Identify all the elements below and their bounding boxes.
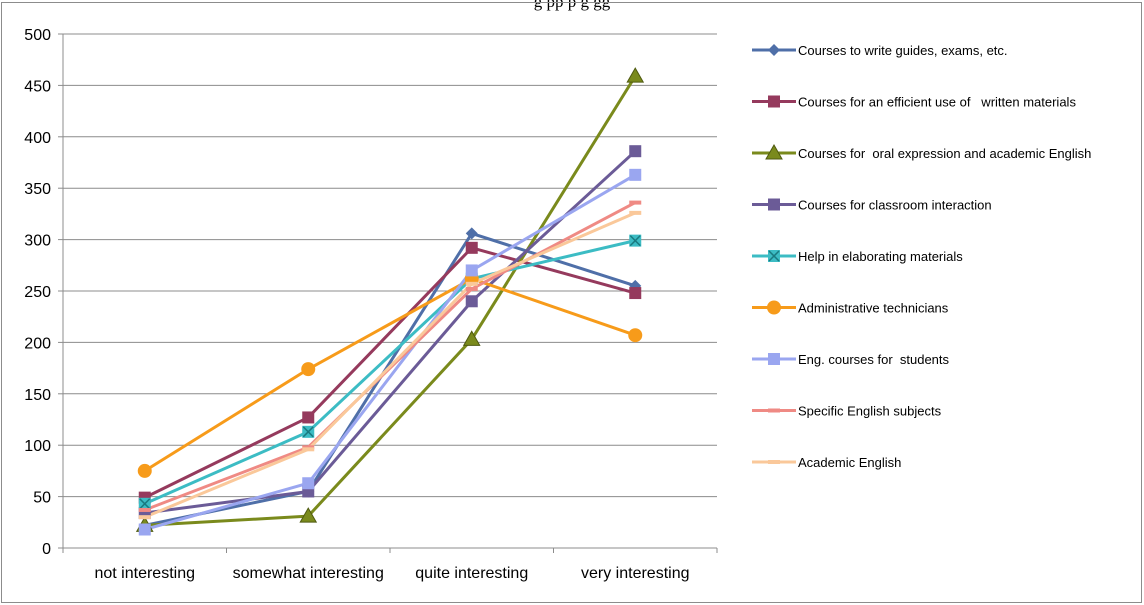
legend-label: Courses for an efficient use of written … <box>798 95 1076 110</box>
data-point-s9-2 <box>302 447 315 452</box>
y-tick-label: 100 <box>24 438 51 455</box>
legend-swatch-marker <box>768 408 780 413</box>
data-point-s5-1 <box>138 497 151 510</box>
data-point-s3-2 <box>299 507 318 523</box>
legend-item-2: Courses for an efficient use of written … <box>752 95 1076 110</box>
legend-label: Courses for oral expression and academic… <box>798 146 1091 161</box>
data-point-s1-3 <box>465 227 478 240</box>
data-point-s2-4 <box>629 287 642 300</box>
series-line-5 <box>144 239 636 506</box>
x-tick-label: very interesting <box>581 565 690 582</box>
legend-swatch-marker <box>765 143 783 160</box>
legend-label: Eng. courses for students <box>798 352 950 367</box>
legend-label: Courses for classroom interaction <box>798 198 992 213</box>
legend-label: Specific English subjects <box>798 404 942 419</box>
y-tick-label: 250 <box>24 284 51 301</box>
series-line-9 <box>144 211 636 519</box>
data-point-s3-3 <box>462 330 481 346</box>
data-point-s5-4 <box>629 234 642 247</box>
y-tick-label: 150 <box>24 387 51 404</box>
axes: 0 50 100 150 200 250 300 350 400 450 500 not intere… <box>24 27 718 582</box>
data-point-s7-2 <box>302 477 315 490</box>
legend-swatch-marker <box>768 198 780 211</box>
series-line-7 <box>144 173 637 531</box>
legend-swatch-marker <box>768 353 780 365</box>
y-tick-label: 450 <box>24 78 51 95</box>
data-point-s9-4 <box>629 210 642 215</box>
series-line-2 <box>144 246 636 499</box>
data-point-s8-1 <box>138 507 151 512</box>
gridlines <box>63 33 717 498</box>
data-point-s7-4 <box>629 168 642 181</box>
data-point-s4-1 <box>138 507 151 520</box>
data-point-s5-2 <box>302 425 315 438</box>
legend-item-1: Courses to write guides, exams, etc. <box>752 43 1008 58</box>
y-tick-label: 400 <box>24 130 51 147</box>
y-tick-label: 350 <box>24 181 51 198</box>
legend-swatch-marker <box>767 300 781 315</box>
data-point-s4-3 <box>465 295 478 308</box>
legend-swatch-marker <box>768 95 780 108</box>
y-tick-label: 200 <box>24 335 51 352</box>
legend-item-3: Courses for oral expression and academic… <box>752 143 1091 161</box>
legend-swatch-marker <box>768 460 780 464</box>
data-point-s6-1 <box>137 463 152 478</box>
data-point-s7-1 <box>138 523 151 536</box>
legend-item-9: Academic English <box>752 455 901 470</box>
y-tick-label: 0 <box>42 541 51 558</box>
series-line-6 <box>143 277 636 473</box>
data-point-s8-3 <box>465 286 478 291</box>
data-point-s2-3 <box>465 241 478 254</box>
x-tick-label: quite interesting <box>415 565 528 582</box>
legend-item-4: Courses for classroom interaction <box>752 198 992 213</box>
series-line-4 <box>144 150 637 515</box>
data-point-s6-4 <box>628 328 643 343</box>
chart-title: g pp p g gg <box>533 0 611 11</box>
y-tick-label: 50 <box>33 490 51 507</box>
legend-label: Administrative technicians <box>798 301 949 316</box>
legend-label: Academic English <box>798 455 901 470</box>
legend-item-7: Eng. courses for students <box>752 352 950 367</box>
legend-label: Courses to write guides, exams, etc. <box>798 43 1008 58</box>
data-point-s9-1 <box>138 515 151 520</box>
legend-item-8: Specific English subjects <box>752 404 942 419</box>
x-tick-label: somewhat interesting <box>233 565 384 582</box>
data-point-s3-4 <box>626 67 645 83</box>
data-point-s2-2 <box>302 411 315 424</box>
series-lines <box>143 75 637 531</box>
data-point-s4-4 <box>629 145 642 158</box>
series-markers <box>135 67 645 536</box>
series-line-3 <box>144 75 637 527</box>
data-point-s8-4 <box>629 200 642 205</box>
legend: Courses to write guides, exams, etc. Cour… <box>752 43 1091 470</box>
data-point-s9-3 <box>465 281 478 286</box>
data-point-s8-2 <box>302 445 315 450</box>
legend-label: Help in elaborating materials <box>798 249 963 264</box>
y-tick-label: 500 <box>24 27 51 44</box>
data-point-s7-3 <box>465 264 478 277</box>
y-tick-label: 300 <box>24 233 51 250</box>
legend-swatch-marker <box>768 44 780 56</box>
data-point-s6-2 <box>301 362 316 377</box>
legend-item-6: Administrative technicians <box>752 300 949 316</box>
legend-swatch-marker <box>768 250 780 262</box>
legend-item-5: Help in elaborating materials <box>752 249 963 264</box>
x-tick-label: not interesting <box>94 565 195 582</box>
